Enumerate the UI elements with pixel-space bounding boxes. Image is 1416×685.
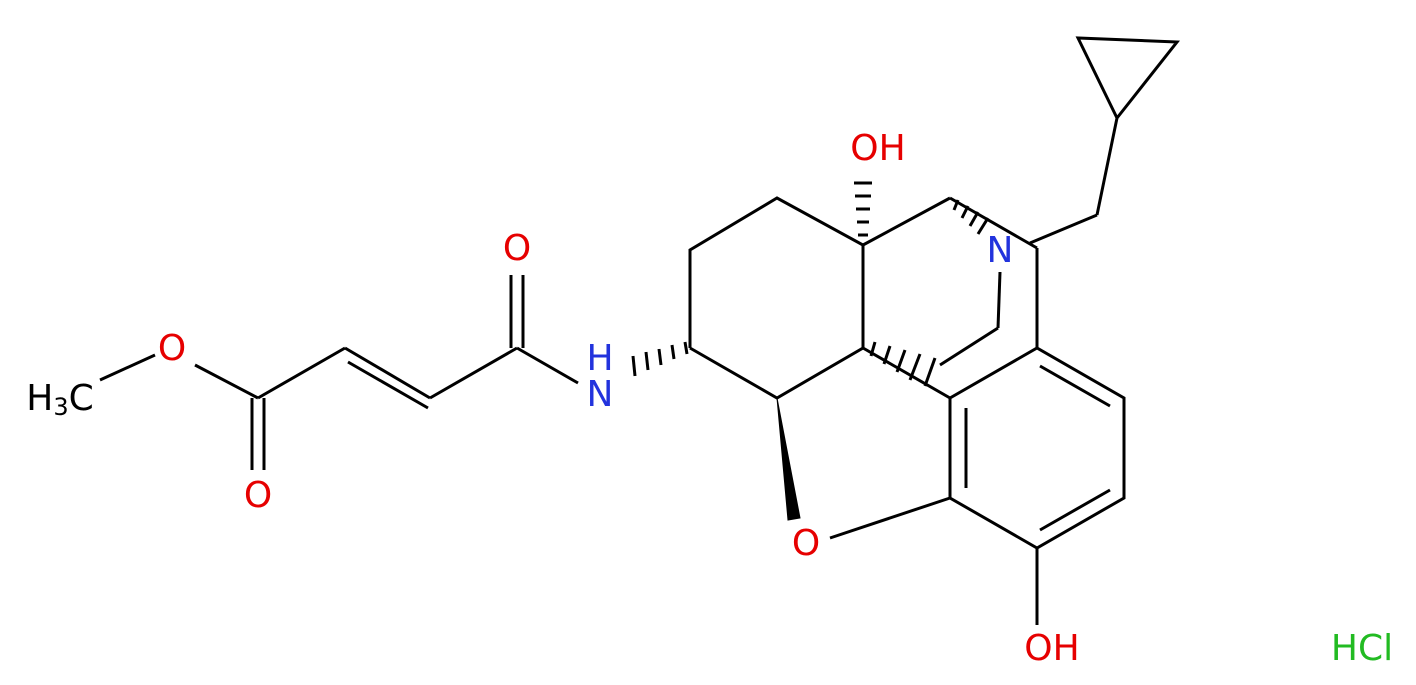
atom-label-part: C — [69, 378, 94, 419]
atom-label: N — [987, 230, 1014, 271]
atom-label: O — [244, 475, 272, 516]
atom-label: N — [587, 374, 614, 415]
bonds — [99, 36, 1181, 625]
atom-label: O — [158, 328, 186, 369]
atom-label-part: 3 — [53, 393, 68, 421]
atom-label: H3C — [26, 378, 94, 421]
atom-label-part: H — [26, 378, 53, 419]
atom-label: H — [586, 338, 613, 379]
atom-label: O — [503, 228, 531, 269]
salt-label: HCl — [1331, 628, 1393, 669]
atom-label: O — [792, 523, 820, 564]
atom-label: OH — [1024, 628, 1079, 669]
atom-label: OH — [850, 128, 905, 169]
